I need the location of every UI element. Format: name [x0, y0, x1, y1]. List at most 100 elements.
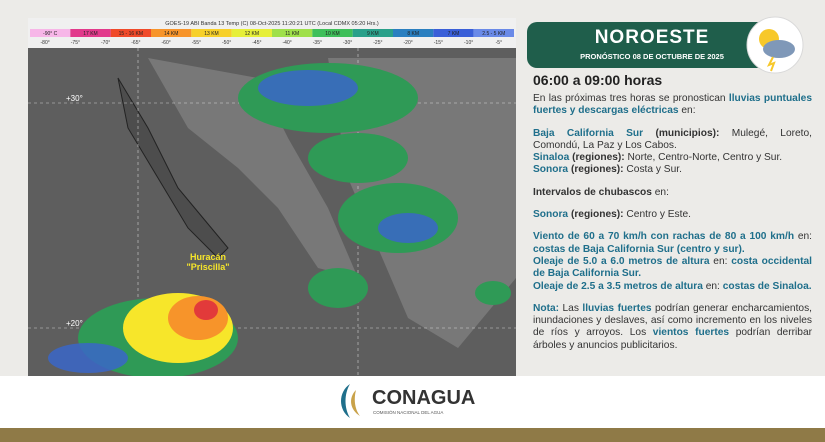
footer-logo: CONAGUA COMISIÓN NACIONAL DEL AGUA — [341, 384, 475, 418]
scale-label: 2.5 - 5 KM — [482, 31, 505, 37]
brand-sub: COMISIÓN NACIONAL DEL AGUA — [373, 409, 443, 415]
text-run: costas de Sinaloa. — [722, 280, 812, 292]
temp-label: -55° — [192, 40, 201, 46]
paragraph: Nota: Las lluvias fuertes podrían genera… — [533, 303, 812, 352]
scale-label: 15 - 16 KM — [119, 31, 143, 37]
temp-label: -65° — [131, 40, 140, 46]
text-run: Norte, Centro-Norte, Centro y Sur. — [624, 152, 783, 164]
text-run: lluvias fuertes — [582, 302, 652, 314]
text-run: Viento de 60 a 70 km/h con rachas de 80 … — [533, 231, 795, 243]
paragraph: Viento de 60 a 70 km/h con rachas de 80 … — [533, 231, 812, 256]
text-run: Centro y Este. — [623, 209, 691, 221]
text-run: podrían generar encharcamientos, inundac… — [533, 302, 813, 339]
text-run: Oleaje de 5.0 a 6.0 metros de altura — [533, 255, 710, 267]
text-run: Las — [559, 302, 583, 314]
text-run: costa occidental de Baja California Sur. — [533, 255, 812, 280]
text-run: costas de Baja California Sur (centro y … — [533, 243, 745, 255]
temp-label: -30° — [343, 40, 352, 46]
text-run: en: — [702, 280, 723, 292]
scale-cell — [352, 29, 393, 37]
temp-label: -50° — [222, 40, 231, 46]
scale-cell — [473, 29, 514, 37]
text-section: Nota: Las lluvias fuertes podrían genera… — [533, 303, 812, 352]
brand: CONAGUA — [372, 387, 475, 409]
period: 06:00 a 09:00 horas — [533, 72, 663, 88]
scale-label: 17 KM — [83, 31, 97, 37]
satellite-image: GOES-19 ABI Banda 13 Temp (C) 08-Oct-202… — [28, 18, 516, 376]
text-run: en: — [651, 186, 669, 198]
forecast-text: En las próximas tres horas se pronostica… — [533, 93, 812, 362]
scale-label: 13 KM — [204, 31, 218, 37]
text-run: Mulegé, Loreto, Comondú, La Paz y Los Ca… — [533, 127, 813, 151]
caption: GOES-19 ABI Banda 13 Temp (C) 08-Oct-202… — [165, 21, 379, 27]
scale-cell — [272, 29, 313, 37]
region-header: NOROESTE PRONÓSTICO 08 DE OCTUBRE DE 202… — [527, 22, 777, 68]
scale-label: 11 KM — [285, 31, 299, 37]
text-run: (regiones): — [568, 209, 624, 221]
scale-cell — [110, 29, 151, 37]
scale-label: 9 KM — [367, 31, 379, 37]
scale-cell — [151, 29, 192, 37]
text-run: En las próximas tres horas se pronostica… — [533, 93, 729, 104]
storm-label: Huracán — [190, 252, 226, 262]
text-section: Sonora (regiones): Centro y Este. — [533, 209, 812, 221]
text-run: Sonora — [533, 209, 569, 221]
paragraph: Baja California Sur (municipios): Mulegé… — [533, 128, 812, 153]
paragraph: Intervalos de chubascos en: — [533, 187, 812, 199]
subtitle: PRONÓSTICO 08 DE OCTUBRE DE 2025 — [580, 52, 724, 61]
text-run: (municipios): — [643, 127, 720, 139]
scale-cell — [70, 29, 111, 37]
text-section: Baja California Sur (municipios): Mulegé… — [533, 128, 812, 177]
paragraph: Oleaje de 2.5 a 3.5 metros de altura en:… — [533, 281, 812, 293]
text-section: Viento de 60 a 70 km/h con rachas de 80 … — [533, 231, 812, 292]
scale-cell — [191, 29, 232, 37]
text-run: en: — [794, 231, 812, 243]
text-run: Baja California Sur — [533, 127, 644, 139]
text-run: Oleaje de 2.5 a 3.5 metros de altura — [533, 280, 703, 292]
text-run: Nota: — [533, 302, 560, 314]
text-section: Intervalos de chubascos en: — [533, 187, 812, 199]
lat-label: +30° — [66, 94, 83, 103]
scale-label: 10 KM — [325, 31, 339, 37]
text-section: En las próximas tres horas se pronostica… — [533, 93, 812, 118]
text-run: Intervalos de chubascos — [533, 186, 652, 198]
scale-cell — [231, 29, 272, 37]
paragraph: Sonora (regiones): Costa y Sur. — [533, 164, 812, 176]
scale-label: 12 KM — [245, 31, 259, 37]
temp-label: -15° — [434, 40, 443, 46]
paragraph: Sinaloa (regiones): Norte, Centro-Norte,… — [533, 152, 812, 164]
scale-cell — [393, 29, 434, 37]
scale-cell — [312, 29, 353, 37]
text-run: (regiones): — [569, 152, 625, 164]
scale-label: 14 KM — [164, 31, 178, 37]
temp-label: -75° — [71, 40, 80, 46]
scale-label: -90° C — [43, 31, 58, 37]
footer: CONAGUA COMISIÓN NACIONAL DEL AGUA — [0, 376, 825, 428]
temp-label: -70° — [101, 40, 110, 46]
paragraph: Oleaje de 5.0 a 6.0 metros de altura en:… — [533, 256, 812, 281]
scale-cell — [433, 29, 474, 37]
lat-label: +20° — [66, 319, 83, 328]
paragraph: Sonora (regiones): Centro y Este. — [533, 209, 812, 221]
scale-label: 7 KM — [448, 31, 460, 37]
temp-label: -40° — [283, 40, 292, 46]
text-run: podrían derribar árboles y anuncios publ… — [533, 327, 812, 351]
temp-label: -25° — [373, 40, 382, 46]
storm-label: "Priscilla" — [186, 262, 229, 272]
temp-label: -80° — [41, 40, 50, 46]
text-run: Costa y Sur. — [623, 164, 682, 176]
temp-label: -5° — [496, 40, 502, 46]
text-run: en: — [709, 255, 732, 267]
text-run: Sinaloa — [533, 152, 570, 164]
text-run: en: — [678, 105, 696, 117]
temp-label: -10° — [464, 40, 473, 46]
footer-band — [0, 428, 825, 442]
text-run: Sonora — [533, 164, 569, 176]
region: NOROESTE — [594, 27, 710, 48]
temp-label: -60° — [162, 40, 171, 46]
text-run: lluvias puntuales fuertes y descargas el… — [533, 93, 812, 117]
scale-label: 8 KM — [407, 31, 419, 37]
scale-cell — [30, 29, 71, 37]
paragraph: En las próximas tres horas se pronostica… — [533, 93, 812, 118]
